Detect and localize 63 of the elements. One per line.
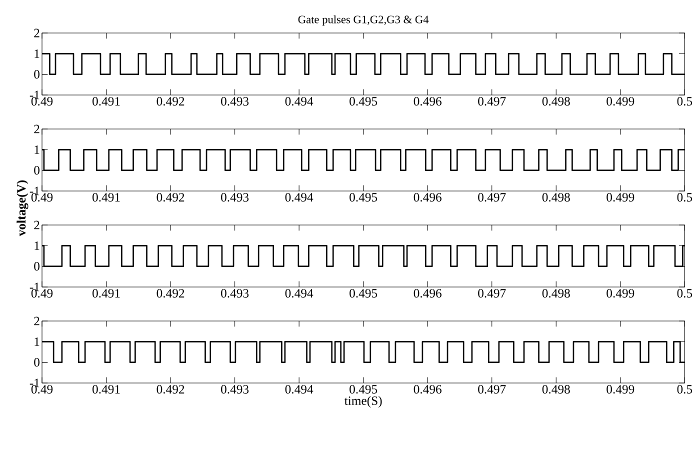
x-tick-label: 0.496 — [414, 289, 442, 298]
x-tick-label: 0.497 — [478, 193, 506, 202]
y-tick-label: 2 — [34, 124, 40, 134]
x-tick-label: 0.498 — [542, 97, 570, 106]
x-tick-label: 0.494 — [285, 385, 314, 394]
y-tick-label: -1 — [30, 378, 40, 388]
x-axis-title: time(S) — [344, 396, 382, 408]
x-tick-label: 0.493 — [221, 193, 249, 202]
y-tick-label: 1 — [34, 241, 40, 250]
y-tick-label: 0 — [34, 358, 40, 367]
x-tick-label: 0.49 — [31, 97, 53, 106]
x-tick-label: 0.495 — [350, 289, 378, 298]
x-tick-label: 0.498 — [542, 385, 570, 394]
x-tick-label: 0.496 — [414, 97, 442, 106]
x-tick-label: 0.497 — [478, 97, 506, 106]
x-tick-label: 0.497 — [478, 385, 506, 394]
x-tick-label: 0.49 — [31, 289, 53, 298]
y-tick-label: -1 — [30, 90, 40, 100]
x-tick-label: 0.491 — [92, 385, 120, 394]
x-tick-label: 0.494 — [285, 97, 314, 106]
x-tick-label: 0.499 — [606, 289, 634, 298]
x-tick-label: 0.492 — [156, 97, 184, 106]
y-tick-label: 1 — [34, 145, 40, 154]
x-tick-label: 0.499 — [606, 97, 634, 106]
x-tick-label: 0.49 — [31, 385, 53, 394]
x-tick-label: 0.49 — [31, 193, 53, 202]
chart-title: Gate pulses G1,G2,G3 & G4 — [298, 15, 429, 26]
y-tick-label: 2 — [34, 28, 40, 38]
x-tick-label: 0.495 — [350, 97, 378, 106]
x-tick-label: 0.498 — [542, 193, 570, 202]
x-tick-label: 0.496 — [414, 193, 442, 202]
x-tick-label: 0.497 — [478, 289, 506, 298]
x-tick-label: 0.495 — [350, 193, 378, 202]
x-tick-label: 0.5 — [677, 289, 692, 298]
x-tick-label: 0.493 — [221, 289, 249, 298]
x-tick-label: 0.499 — [606, 385, 634, 394]
x-tick-label: 0.498 — [542, 289, 570, 298]
y-tick-label: 0 — [34, 70, 40, 79]
x-tick-label: 0.496 — [414, 385, 442, 394]
y-tick-label: 1 — [34, 49, 40, 58]
x-tick-label: 0.491 — [92, 193, 120, 202]
y-tick-label: 2 — [34, 316, 40, 326]
y-tick-label: 0 — [34, 166, 40, 175]
x-tick-label: 0.5 — [677, 97, 692, 106]
x-tick-label: 0.5 — [677, 193, 692, 202]
x-tick-label: 0.492 — [156, 289, 184, 298]
y-tick-label: 1 — [34, 337, 40, 346]
y-axis-title: voltage(V) — [16, 180, 28, 236]
y-tick-label: 0 — [34, 262, 40, 271]
x-tick-label: 0.494 — [285, 193, 314, 202]
x-tick-label: 0.499 — [606, 193, 634, 202]
y-tick-label: -1 — [30, 186, 40, 196]
x-tick-label: 0.5 — [677, 385, 692, 394]
x-tick-label: 0.495 — [350, 385, 378, 394]
x-tick-label: 0.491 — [92, 289, 120, 298]
x-tick-label: 0.493 — [221, 385, 249, 394]
x-tick-label: 0.492 — [156, 385, 184, 394]
x-tick-label: 0.494 — [285, 289, 314, 298]
x-tick-label: 0.493 — [221, 97, 249, 106]
x-tick-label: 0.491 — [92, 97, 120, 106]
y-tick-label: -1 — [30, 282, 40, 292]
y-tick-label: 2 — [34, 220, 40, 230]
x-tick-label: 0.492 — [156, 193, 184, 202]
